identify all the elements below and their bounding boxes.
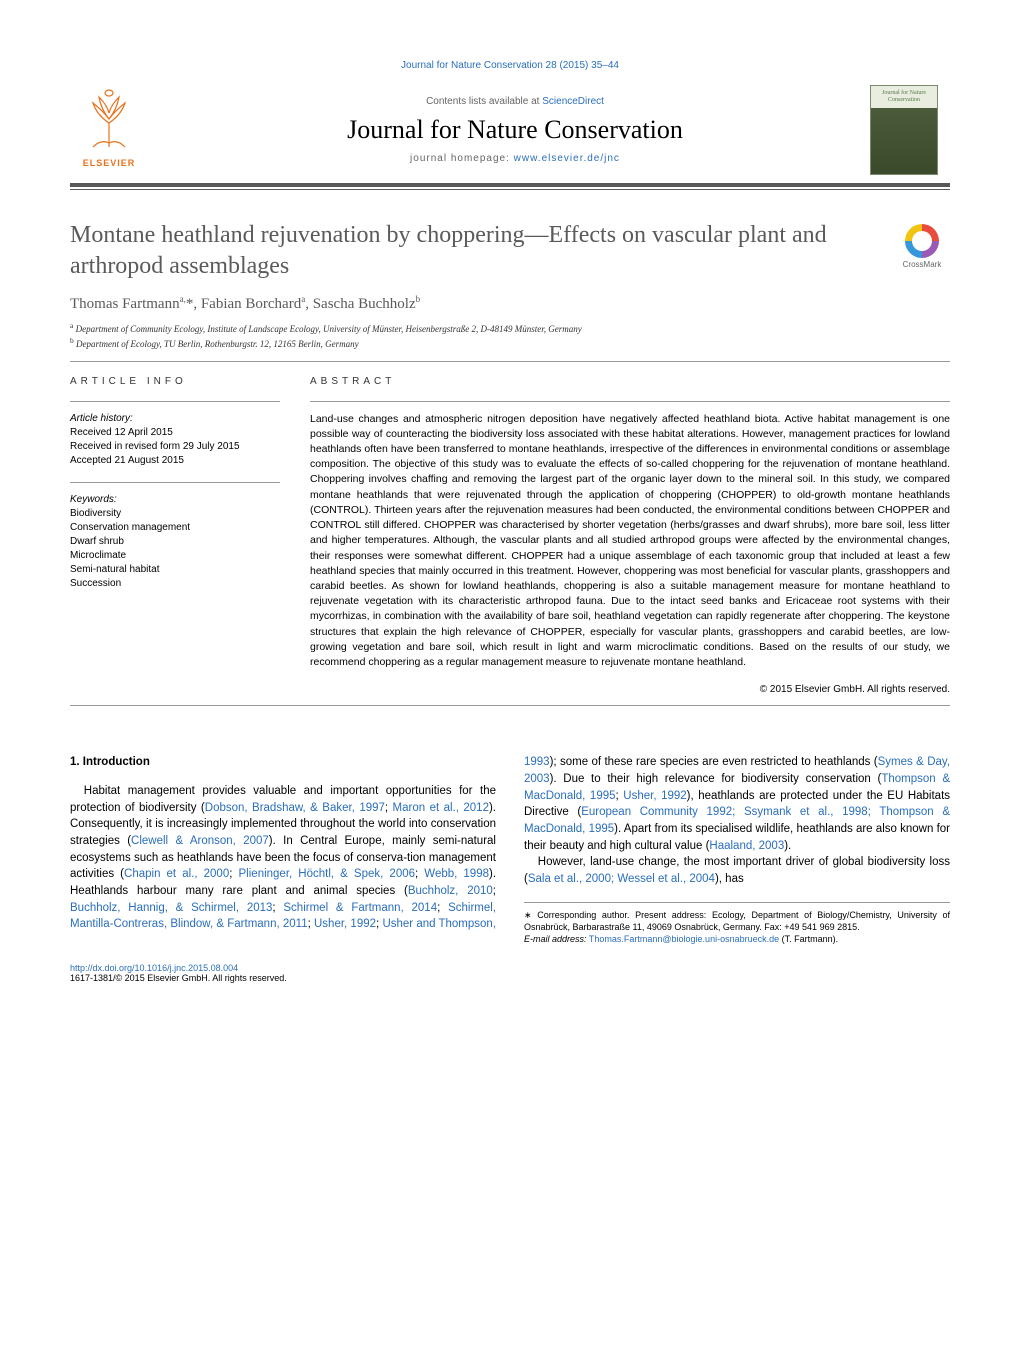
running-citation: Journal for Nature Conservation 28 (2015… [70,60,950,71]
p1-sep-5: ; [272,902,283,914]
publisher-logo: ELSEVIER [70,85,160,175]
doi-link[interactable]: http://dx.doi.org/10.1016/j.jnc.2015.08.… [70,963,238,973]
divider-bottom [70,705,950,706]
page-footer: http://dx.doi.org/10.1016/j.jnc.2015.08.… [70,963,950,983]
journal-homepage-line: journal homepage: www.elsevier.de/jnc [160,153,870,164]
keywords-block: Keywords: Biodiversity Conservation mana… [70,493,280,591]
crossmark-icon [905,224,939,258]
divider-top [70,361,950,362]
keywords-heading: Keywords: [70,493,280,507]
intro-paragraph-2: However, land-use change, the most impor… [524,854,950,887]
homepage-prefix: journal homepage: [410,153,514,164]
ref-buchholz-2010[interactable]: Buchholz, 2010 [408,885,493,897]
article-info-label: ARTICLE INFO [70,376,280,387]
masthead-rule [70,189,950,190]
ref-usher-1992b[interactable]: Usher, 1992 [623,790,686,802]
p1-text-6: ); some of these rare species are even r… [550,756,878,768]
keyword-1: Biodiversity [70,507,280,521]
p1-sep-4: ; [493,885,496,897]
authors-line: Thomas Fartmanna,*, Fabian Borcharda, Sa… [70,294,950,313]
corresponding-author-footnote: ∗ Corresponding author. Present address:… [524,909,950,933]
abstract-label: ABSTRACT [310,376,950,387]
affil-sup-a: a [70,321,73,330]
keyword-5: Semi-natural habitat [70,563,280,577]
journal-title: Journal for Nature Conservation [160,115,870,145]
abstract-column: ABSTRACT Land-use changes and atmospheri… [310,376,950,696]
p1-text-7: ). Due to their high relevance for biodi… [550,773,882,785]
ref-buchholz-2013[interactable]: Buchholz, Hannig, & Schirmel, 2013 [70,902,272,914]
p1-sep-1: ; [385,802,393,814]
ref-clewell-2007[interactable]: Clewell & Aronson, 2007 [131,835,269,847]
ref-maron-2012[interactable]: Maron et al., 2012 [393,802,489,814]
section-1-heading: 1. Introduction [70,754,496,771]
affil-text-b: Department of Ecology, TU Berlin, Rothen… [76,339,359,349]
footnotes-block: ∗ Corresponding author. Present address:… [524,902,950,945]
p1-sep-3: ; [415,868,424,880]
ref-plieninger-2006[interactable]: Plieninger, Höchtl, & Spek, 2006 [239,868,416,880]
page-container: Journal for Nature Conservation 28 (2015… [0,0,1020,1023]
corr-text: Corresponding author. Present address: E… [524,910,950,932]
info-abstract-row: ARTICLE INFO Article history: Received 1… [70,376,950,696]
corr-asterisk: ∗ [524,910,532,920]
history-received: Received 12 April 2015 [70,426,280,440]
p1-sep-6: ; [437,902,448,914]
history-revised: Received in revised form 29 July 2015 [70,440,280,454]
crossmark-label: CrossMark [894,260,950,269]
body-two-column: 1. Introduction Habitat management provi… [70,754,950,945]
history-heading: Article history: [70,412,280,426]
ref-chapin-2000[interactable]: Chapin et al., 2000 [124,868,229,880]
info-divider-2 [70,482,280,483]
keyword-3: Dwarf shrub [70,535,280,549]
article-title: Montane heathland rejuvenation by choppe… [70,220,874,282]
affil-text-a: Department of Community Ecology, Institu… [76,324,582,334]
keyword-4: Microclimate [70,549,280,563]
ref-usher-1992[interactable]: Usher, 1992 [314,918,376,930]
email-owner: (T. Fartmann). [782,934,839,944]
abstract-text: Land-use changes and atmospheric nitroge… [310,412,950,671]
history-accepted: Accepted 21 August 2015 [70,454,280,468]
article-info-column: ARTICLE INFO Article history: Received 1… [70,376,280,696]
contents-prefix: Contents lists available at [426,96,542,107]
p1-text-10: ). [784,840,791,852]
abstract-copyright: © 2015 Elsevier GmbH. All rights reserve… [310,684,950,695]
keyword-2: Conservation management [70,521,280,535]
affiliation-a: a Department of Community Ecology, Insti… [70,321,950,336]
corresponding-email-link[interactable]: Thomas.Fartmann@biologie.uni-osnabrueck.… [589,934,779,944]
journal-cover: Journal for Nature Conservation [870,85,950,175]
elsevier-tree-icon [79,85,139,156]
ref-schirmel-2014[interactable]: Schirmel & Fartmann, 2014 [283,902,437,914]
email-footnote: E-mail address: Thomas.Fartmann@biologie… [524,933,950,945]
keyword-6: Succession [70,577,280,591]
ref-dobson-1997[interactable]: Dobson, Bradshaw, & Baker, 1997 [205,802,385,814]
journal-cover-text: Journal for Nature Conservation [873,90,935,103]
email-label: E-mail address: [524,934,587,944]
info-divider-1 [70,401,280,402]
p2-text-2: ), has [715,873,744,885]
affiliation-b: b Department of Ecology, TU Berlin, Roth… [70,336,950,351]
article-history: Article history: Received 12 April 2015 … [70,412,280,468]
abstract-divider-top [310,401,950,402]
crossmark-badge[interactable]: CrossMark [894,224,950,269]
contents-available-line: Contents lists available at ScienceDirec… [160,96,870,107]
affiliations: a Department of Community Ecology, Insti… [70,321,950,350]
journal-homepage-link[interactable]: www.elsevier.de/jnc [514,153,620,164]
ref-haaland-2003[interactable]: Haaland, 2003 [709,840,784,852]
ref-webb-1998[interactable]: Webb, 1998 [424,868,489,880]
issn-copyright-line: 1617-1381/© 2015 Elsevier GmbH. All righ… [70,973,950,983]
affil-sup-b: b [70,336,74,345]
p1-sep-2: ; [229,868,238,880]
publisher-name: ELSEVIER [83,158,136,168]
sciencedirect-link[interactable]: ScienceDirect [542,96,604,107]
ref-sala-2000[interactable]: Sala et al., 2000; Wessel et al., 2004 [528,873,715,885]
masthead: ELSEVIER Contents lists available at Sci… [70,85,950,187]
